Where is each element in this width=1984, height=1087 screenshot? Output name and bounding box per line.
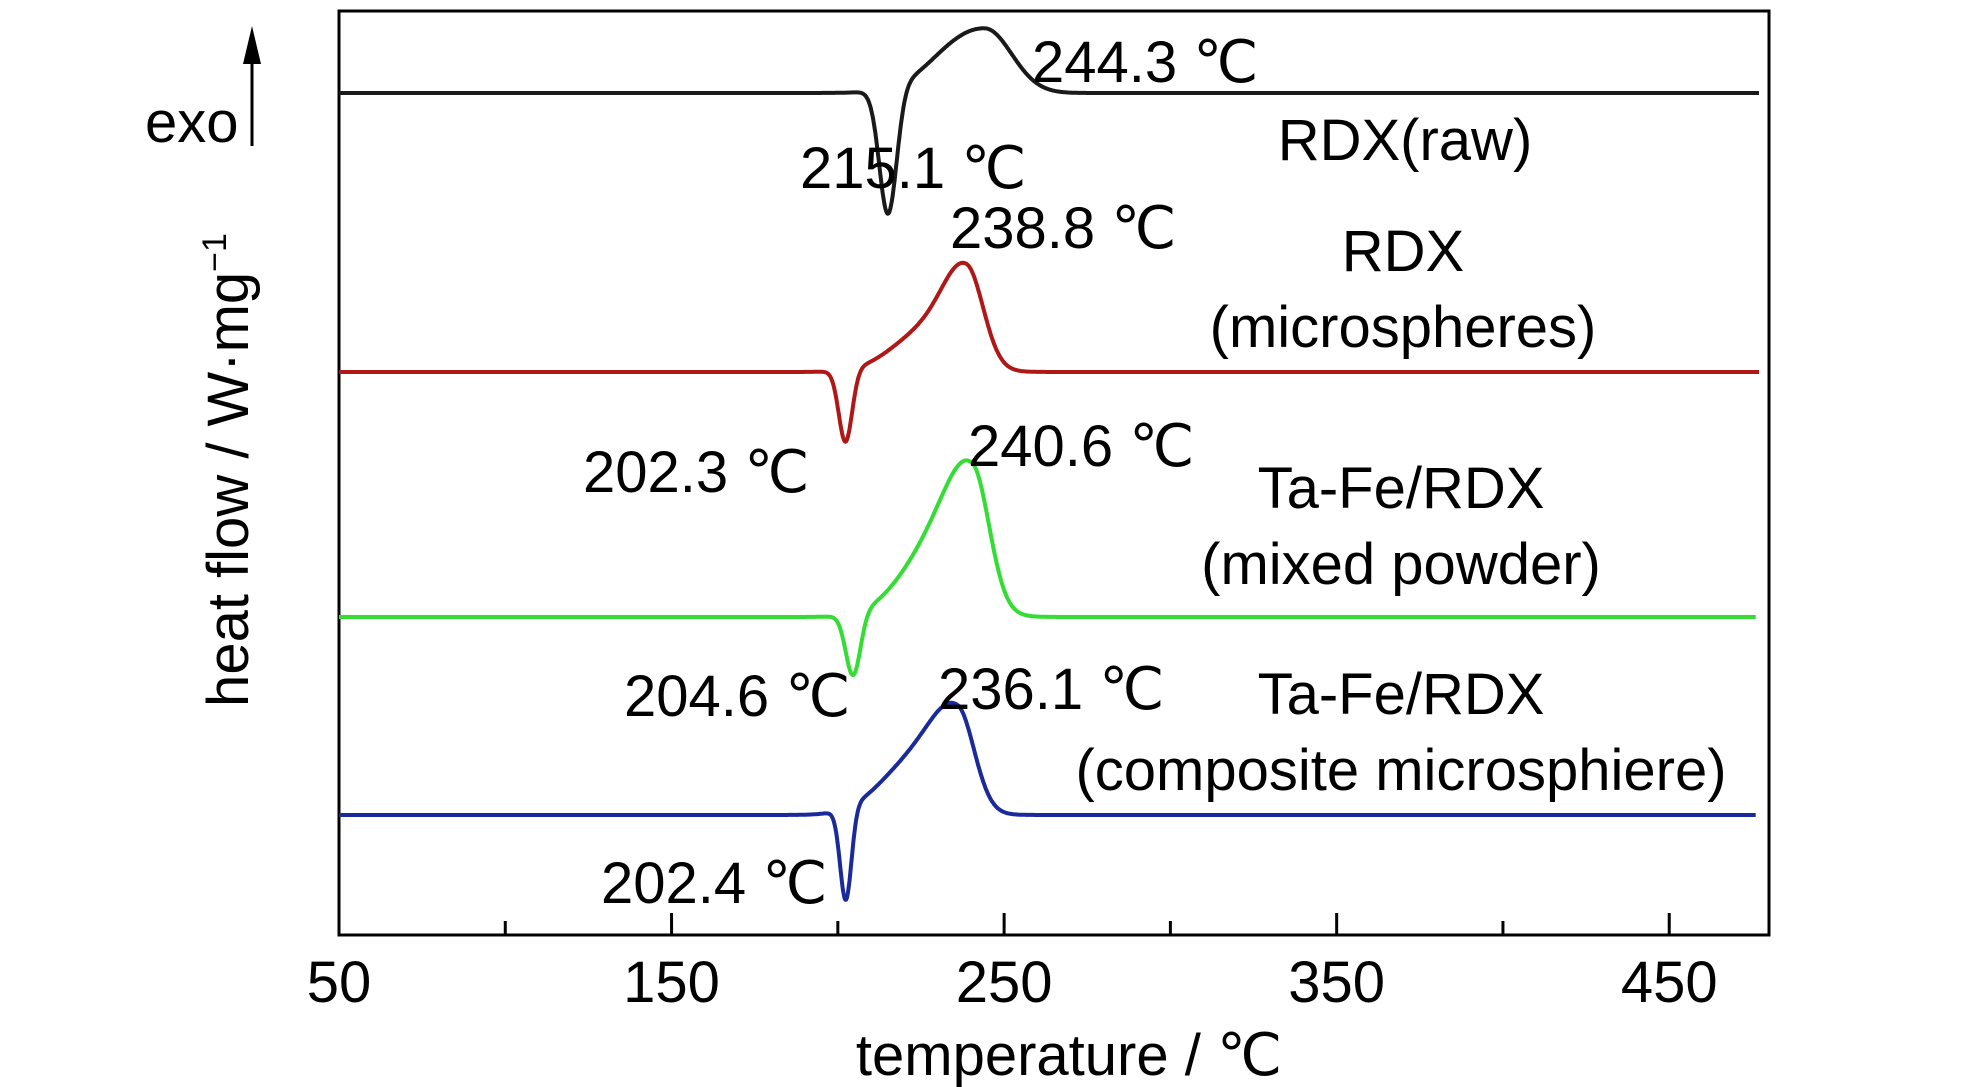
x-tick-label-50: 50 — [307, 950, 372, 1015]
series-label-4-line-2: (composite microsphiere) — [1075, 738, 1726, 803]
exo-peak-label-3: 240.6 ℃ — [968, 414, 1194, 479]
series-label-2-line-2: (microspheres) — [1210, 295, 1597, 360]
exo-label: exo — [145, 90, 239, 155]
x-tick-label-250: 250 — [956, 950, 1053, 1015]
x-tick-label-450: 450 — [1621, 950, 1718, 1015]
x-tick-label-150: 150 — [623, 950, 720, 1015]
exo-arrow-head — [243, 26, 261, 64]
series-label-3-line-2: (mixed powder) — [1201, 532, 1601, 597]
series-line-4 — [337, 700, 1757, 902]
series-line-3 — [337, 458, 1757, 678]
exo-peak-label-2: 238.8 ℃ — [950, 196, 1176, 261]
endo-peak-label-2: 202.3 ℃ — [583, 440, 809, 505]
series-label-1-line-1: RDX(raw) — [1278, 108, 1533, 173]
endo-peak-label-4: 202.4 ℃ — [601, 851, 827, 916]
exo-peak-label-4: 236.1 ℃ — [938, 657, 1164, 722]
series-line-1 — [337, 26, 1761, 216]
endo-peak-label-3: 204.6 ℃ — [624, 664, 850, 729]
series-line-2 — [337, 260, 1761, 444]
endo-peak-label-1: 215.1 ℃ — [800, 136, 1026, 201]
y-axis-title-superscript: −1 — [196, 233, 234, 272]
series-label-2-line-1: RDX — [1342, 219, 1464, 284]
plot-frame — [337, 9, 1771, 937]
series-label-4-line-1: Ta-Fe/RDX — [1258, 662, 1545, 727]
y-axis-title: heat flow / W·mg−1 — [196, 233, 261, 707]
x-axis-title: temperature / ℃ — [856, 1023, 1282, 1087]
x-tick-label-350: 350 — [1288, 950, 1385, 1015]
series-label-3-line-1: Ta-Fe/RDX — [1258, 456, 1545, 521]
exo-peak-label-1: 244.3 ℃ — [1032, 30, 1258, 95]
